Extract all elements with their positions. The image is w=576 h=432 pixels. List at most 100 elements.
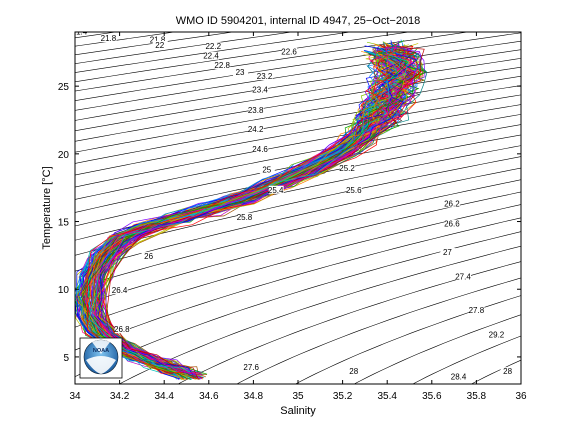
isopycnal-label: 26.8 [114,325,130,334]
isopycnal-label: 22 [155,41,164,50]
isopycnal-label-bg [282,47,298,56]
isopycnal-label: 22.2 [205,42,221,51]
x-tick-label: 35.6 [422,391,442,402]
isopycnal-line [75,32,470,92]
isopycnal-label: 25.6 [346,186,362,195]
isopycnal-label: 28.4 [451,373,467,382]
profile-line [88,46,409,373]
isopycnal-labels: 21.421.8 21.822 22.222.4 22.622.823 23.223.4… [72,27,516,382]
isopycnal-label: 26.6 [444,220,460,229]
profile-line [81,45,395,374]
isopycnal-label: 27.6 [243,363,259,372]
isopycnal-label-bg [451,372,467,381]
profile-line [95,47,407,378]
x-tick-label: 35.4 [377,391,397,402]
profile-line [86,44,409,374]
isopycnal-label-bg [444,219,460,228]
x-tick-label: 34.2 [110,391,130,402]
isopycnal-label-bg [150,35,166,44]
profile-line [100,52,421,375]
isopycnal-label: 27.8 [469,306,485,315]
isopycnal-line [75,231,521,377]
isopycnal-line [75,32,118,39]
isopycnal-label: 23 [236,68,245,77]
isopycnal-label-bg [444,199,460,208]
isopycnal-label: 23.2 [257,72,273,81]
profile-line [83,43,400,376]
noaa-logo: NOAA [79,337,123,379]
profile-line [94,54,428,373]
isopycnal-label: 28 [503,367,512,376]
profile-line [88,44,406,379]
x-tick-label: 35.2 [333,391,353,402]
isopycnal-label-bg [346,185,362,194]
profile-line [94,50,412,378]
noaa-logo-text: NOAA [93,348,109,354]
isopycnal-line [353,314,521,384]
isopycnal-label: 26.2 [444,199,460,208]
isopycnal-label: 25.4 [268,186,284,195]
isopycnal-label: 25.8 [237,213,253,222]
isopycnal-line [75,58,521,132]
isopycnal-label: 26 [144,252,153,261]
isopycnal-label: 22.4 [203,52,219,61]
x-axis: 34 34.2 34.4 34.6 34.8 35 35.2 35.4 35.6 35.8 36 [69,32,527,402]
profile-line [86,48,414,374]
isopycnal-label-bg [257,72,273,81]
x-tick-label: 36 [515,391,527,402]
isopycnal-label: 26.4 [112,286,128,295]
isopycnal-label-bg [141,252,157,261]
isopycnal-label-bg [101,34,117,43]
isopycnal-line [75,49,521,121]
isopycnal-label-bg [112,285,128,294]
isopycnal-label-bg [75,32,88,36]
profile-line [82,48,404,375]
x-tick-label: 34.4 [154,391,174,402]
isopycnal-label: 28 [349,367,358,376]
isopycnal-line [75,156,521,256]
isopycnal-label-bg [489,330,505,339]
profile-line [91,39,406,374]
isopycnal-label: 21.8 [101,34,117,43]
isopycnal-label: 21.8 [150,35,166,44]
isopycnal-label: 22.8 [214,61,230,70]
isopycnal-line [75,167,521,272]
isopycnal-label-bg [268,185,284,194]
isopycnal-line [75,75,521,153]
isopycnal-line [75,124,521,213]
isopycnal-label: 29.2 [489,331,505,340]
isopycnal-label-bg [456,272,472,281]
isopycnal-label-bg [204,51,220,60]
isopycnal-label-bg [248,105,264,114]
isopycnal-label-bg [340,164,356,173]
profile-line [84,49,403,374]
isopycnal-label-bg [253,145,269,154]
y-tick-label: 10 [58,285,70,296]
isopycnal-label-bg [253,85,269,94]
isopycnal-line [177,261,521,384]
x-tick-label: 34.8 [244,391,264,402]
isopycnal-label-bg [259,165,275,174]
isopycnal-label: 25 [262,165,271,174]
isopycnal-label-bg [206,42,222,51]
isopycnal-label: 24.2 [248,125,264,134]
profile-line [84,46,416,374]
isopycnal-line [236,277,521,384]
isopycnal-label-bg [233,67,249,76]
isopycnal-line [470,359,521,384]
profile-line [94,46,410,376]
isopycnal-label: 23.8 [248,106,264,115]
profile-line [90,47,415,375]
isopycnal-line [75,191,521,308]
isopycnal-label: 27.4 [455,272,471,281]
isopycnal-label: 21.4 [72,27,88,36]
x-tick-label: 35.8 [467,391,487,402]
profile-line [81,46,402,374]
isopycnal-label-bg [237,212,253,221]
y-tick-label: 5 [63,353,69,364]
x-tick-label: 34.6 [199,391,219,402]
y-axis: 5 10 15 20 25 [58,82,521,364]
isopycnal-label-bg [244,363,260,372]
isopycnal-label: 25.2 [339,164,355,173]
profile-line [76,45,402,374]
